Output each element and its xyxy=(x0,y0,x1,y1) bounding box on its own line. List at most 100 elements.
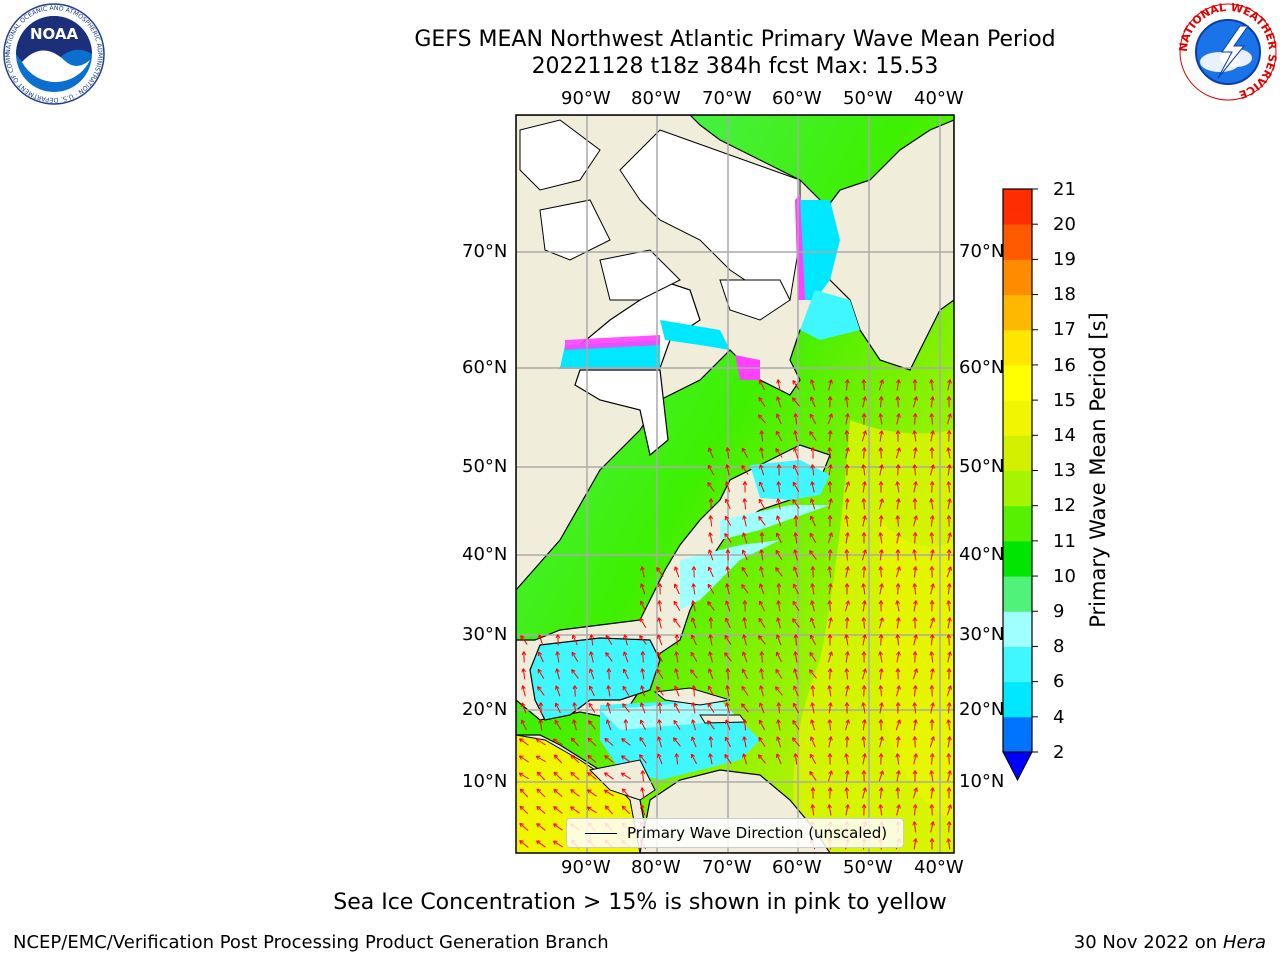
colorbar-tick-8: 8 xyxy=(1053,636,1065,657)
wave-direction-arrow xyxy=(810,685,816,697)
wave-direction-arrow xyxy=(827,719,833,731)
wave-direction-arrow xyxy=(912,702,918,714)
wave-direction-arrow xyxy=(570,737,580,747)
wave-direction-arrow xyxy=(759,430,765,442)
wave-direction-arrow xyxy=(690,753,698,765)
wave-direction-arrow xyxy=(553,771,563,781)
wave-direction-arrow xyxy=(555,634,561,646)
wave-direction-arrow xyxy=(912,413,918,425)
wave-direction-arrow xyxy=(587,789,597,797)
wave-direction-arrow xyxy=(912,566,918,578)
colorbar-bin xyxy=(1003,576,1032,612)
wave-direction-arrow xyxy=(895,719,901,731)
wave-direction-arrow xyxy=(895,753,901,765)
wave-direction-arrow xyxy=(947,617,952,629)
wave-direction-arrow xyxy=(895,498,901,510)
wave-direction-arrow xyxy=(828,379,833,391)
wave-direction-arrow xyxy=(793,447,799,459)
wave-direction-arrow xyxy=(793,566,799,578)
lat-label-right-20n: 20°N xyxy=(959,699,1005,720)
wave-direction-arrow xyxy=(946,668,952,680)
wave-direction-arrow xyxy=(878,413,884,425)
wave-direction-arrow xyxy=(776,464,782,476)
wave-direction-arrow xyxy=(555,685,561,697)
colorbar-tick-16: 16 xyxy=(1053,355,1076,376)
wave-direction-arrow xyxy=(518,755,529,763)
colorbar-tick-15: 15 xyxy=(1053,390,1076,411)
wave-direction-arrow xyxy=(776,719,781,731)
wave-direction-arrow xyxy=(929,617,935,629)
wave-direction-arrow xyxy=(521,685,526,697)
wave-direction-arrow xyxy=(878,685,884,697)
wave-direction-arrow xyxy=(571,651,579,662)
colorbar-tick-2: 2 xyxy=(1053,742,1065,763)
wave-direction-arrow xyxy=(929,566,935,578)
wave-direction-arrow xyxy=(793,634,799,646)
wave-direction-arrow xyxy=(809,736,816,748)
wave-direction-arrow xyxy=(519,738,529,746)
wave-direction-arrow xyxy=(895,787,901,799)
wave-direction-arrow xyxy=(758,719,766,731)
wave-direction-arrow xyxy=(724,652,732,662)
wave-direction-arrow xyxy=(912,668,918,680)
lat-label-left-30n: 30°N xyxy=(462,624,508,645)
wave-direction-arrow xyxy=(640,685,645,697)
colorbar-bin xyxy=(1003,470,1032,507)
wave-direction-arrow xyxy=(862,753,867,765)
wave-direction-arrow xyxy=(810,804,816,816)
wave-direction-arrow xyxy=(759,583,765,595)
wave-direction-arrow xyxy=(518,772,530,780)
wave-direction-arrow xyxy=(946,481,952,493)
wave-direction-arrow xyxy=(639,635,647,645)
wave-direction-arrow xyxy=(878,532,883,544)
wave-direction-arrow xyxy=(621,788,630,798)
wave-direction-arrow xyxy=(759,566,764,578)
wave-direction-arrow xyxy=(639,617,647,628)
wave-direction-arrow xyxy=(690,669,698,679)
wave-direction-arrow xyxy=(878,549,884,561)
wave-direction-arrow xyxy=(792,702,800,714)
wave-direction-arrow xyxy=(673,600,681,611)
wave-direction-arrow xyxy=(827,396,833,408)
wave-direction-arrow xyxy=(792,618,800,628)
wave-direction-arrow xyxy=(673,737,681,747)
colorbar-tick-20: 20 xyxy=(1053,214,1076,235)
wave-direction-arrow xyxy=(827,413,833,425)
wave-direction-arrow xyxy=(708,532,713,544)
wave-direction-arrow xyxy=(827,430,833,442)
wave-direction-arrow xyxy=(604,755,614,763)
wave-direction-arrow xyxy=(947,770,952,782)
wave-direction-arrow xyxy=(861,532,867,544)
wave-direction-arrow xyxy=(725,549,731,561)
wave-direction-arrow xyxy=(724,498,731,510)
wave-direction-arrow xyxy=(656,567,664,577)
wave-direction-arrow xyxy=(674,651,679,663)
wave-direction-arrow xyxy=(741,566,749,577)
wave-direction-arrow xyxy=(827,481,833,493)
lat-label-right-70n: 70°N xyxy=(959,241,1005,262)
wave-direction-arrow xyxy=(930,430,935,442)
wave-direction-arrow xyxy=(586,806,597,814)
wave-direction-arrow xyxy=(639,754,647,764)
wave-direction-arrow xyxy=(775,532,782,544)
wave-direction-arrow xyxy=(930,821,935,833)
wave-direction-arrow xyxy=(912,532,918,544)
wave-direction-arrow xyxy=(809,634,816,646)
wave-direction-arrow xyxy=(861,736,867,748)
wave-direction-arrow xyxy=(912,617,918,629)
wave-direction-arrow xyxy=(554,702,561,714)
wave-direction-arrow xyxy=(878,515,884,527)
wave-direction-arrow xyxy=(946,838,951,850)
wave-direction-arrow xyxy=(809,396,816,408)
wave-direction-arrow xyxy=(724,736,732,748)
wave-direction-arrow xyxy=(725,668,731,680)
colorbar-bin xyxy=(1003,224,1032,260)
wave-direction-arrow xyxy=(725,447,731,459)
wave-direction-arrow xyxy=(929,379,934,391)
wave-direction-arrow xyxy=(758,635,766,645)
wave-direction-arrow xyxy=(845,532,850,544)
wave-direction-arrow xyxy=(861,549,867,561)
wave-direction-arrow xyxy=(673,702,680,714)
wave-direction-arrow xyxy=(913,719,918,731)
wave-direction-arrow xyxy=(570,806,580,814)
